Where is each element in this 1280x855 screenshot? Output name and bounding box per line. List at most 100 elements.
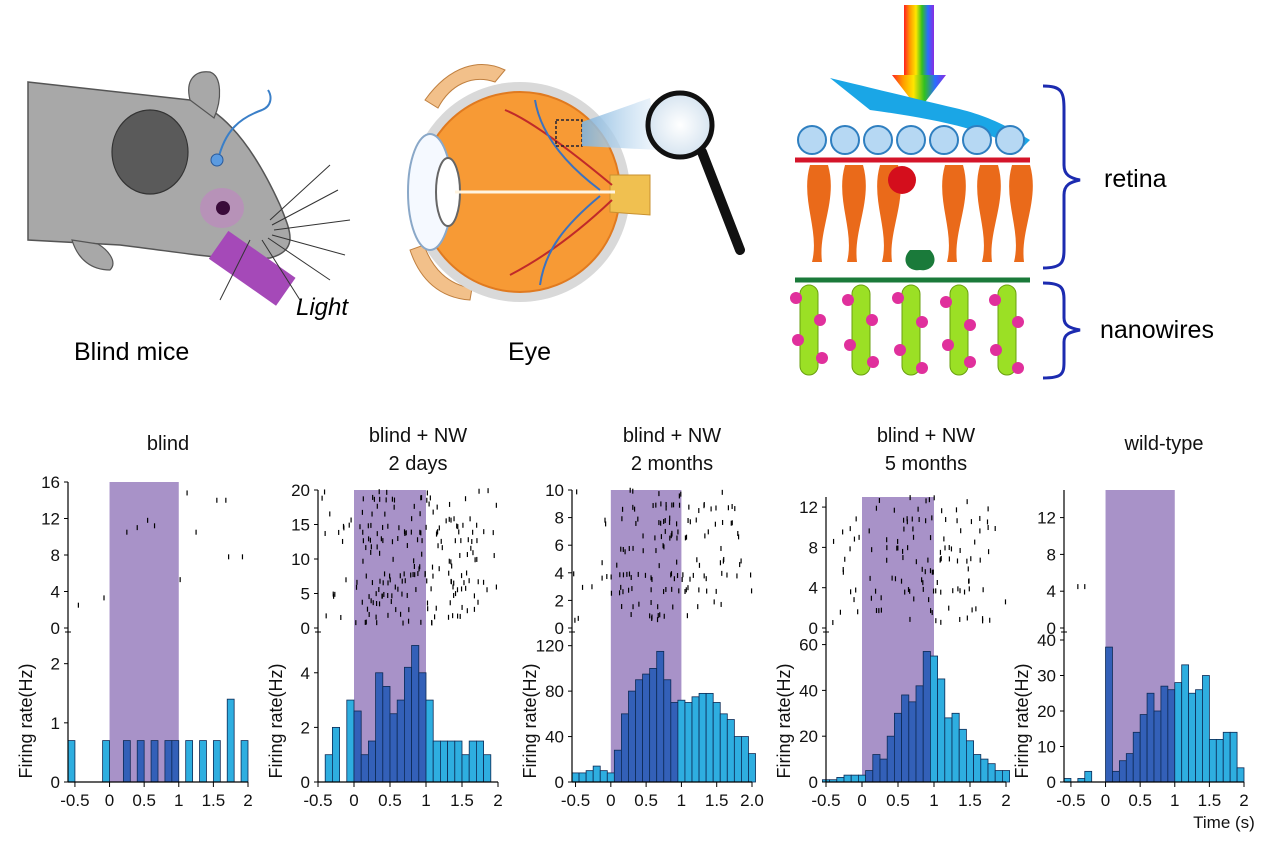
photoreceptor-cells (797, 125, 1025, 155)
raster-y-tick-label: 12 (41, 510, 60, 529)
x-tick-label: -0.5 (1056, 791, 1085, 810)
mouse-illustration (27, 71, 351, 306)
x-tick-label: 0.5 (378, 791, 402, 810)
retina-schematic (790, 5, 1081, 380)
histogram-bar (684, 702, 693, 783)
histogram-bar (642, 673, 651, 783)
histogram-bar (592, 765, 601, 783)
x-axis-label: Time (s) (1193, 813, 1255, 832)
magnify-beam (582, 98, 658, 150)
hist-y-tick-label: 0 (555, 773, 564, 792)
x-tick-label: 0.5 (1128, 791, 1152, 810)
histogram-bar (987, 763, 996, 783)
hist-y-tick-label: 80 (545, 682, 564, 701)
panel-5: wild-type-0.5 0 0.5 1 1.5 204812010203040Firi… (1012, 433, 1255, 832)
histogram-bar (879, 758, 888, 783)
histogram-bar (425, 699, 434, 783)
nanowires-bracket (1042, 281, 1081, 380)
histogram-bar (951, 712, 960, 783)
histogram-bar (1202, 675, 1210, 783)
raster-y-tick-label: 2 (555, 591, 564, 610)
histogram-bar (1125, 753, 1134, 783)
histogram-bar (966, 740, 975, 783)
histogram-bar (102, 740, 110, 783)
x-tick-label: 2 (1239, 791, 1248, 810)
histogram-bar (894, 712, 903, 783)
hist-y-tick-label: 20 (799, 727, 818, 746)
histogram-bar (915, 685, 924, 783)
x-tick-label: 2.0 (740, 791, 764, 810)
light-beam (208, 230, 296, 306)
eyelid-upper (424, 64, 506, 109)
panel-title: blind + NW (877, 425, 975, 447)
histogram-bar (212, 740, 221, 783)
histogram-bar (663, 679, 672, 783)
histogram-bar (1153, 710, 1162, 783)
histogram-bar (635, 679, 643, 783)
eye-illustration (407, 64, 745, 302)
hist-y-tick-label: 0 (1047, 773, 1056, 792)
panel-title: blind (147, 433, 189, 455)
x-tick-label: -0.5 (303, 791, 332, 810)
histogram-bar (199, 740, 207, 783)
x-tick-label: 0.5 (886, 791, 910, 810)
histogram-bar (958, 728, 967, 783)
histogram-bar (677, 699, 686, 783)
histogram-bar (396, 699, 405, 783)
hist-y-tick-label: 40 (545, 728, 564, 747)
histogram-bar (930, 655, 939, 783)
panel-title: wild-type (1124, 433, 1204, 455)
eye-label: Eye (508, 338, 552, 366)
nanowire-array (799, 284, 1017, 376)
histogram-bar (164, 740, 173, 783)
raster-y-tick-label: 4 (555, 564, 564, 583)
histogram-bar (454, 740, 463, 783)
histogram-bar (973, 754, 982, 783)
histogram-bar (1146, 692, 1155, 783)
hist-y-tick-label: 4 (301, 664, 310, 683)
histogram-bar (1105, 646, 1113, 783)
histogram-bar (1208, 739, 1217, 783)
histogram-bar (122, 740, 131, 783)
mouse-ear-inner (111, 109, 189, 195)
x-tick-label: 1.5 (705, 791, 729, 810)
histogram-bar (1215, 739, 1224, 783)
mouse-implant (210, 153, 224, 167)
magnify-region (555, 119, 583, 147)
histogram-bar (628, 690, 636, 783)
histogram-bar (571, 772, 580, 783)
histogram-bar (411, 645, 420, 783)
raster-y-tick-label: 0 (809, 619, 818, 638)
histogram-bar (908, 701, 917, 783)
hist-y-tick-label: 0 (809, 773, 818, 792)
histogram-bar (447, 740, 456, 783)
histogram-bar (185, 740, 194, 783)
histogram-bar (836, 777, 845, 783)
nanowires-label: nanowires (1100, 316, 1214, 344)
raster-y-tick-label: 8 (1047, 545, 1056, 564)
histogram-bar (461, 754, 470, 783)
mouse-whiskers (219, 164, 351, 301)
panel-3: blind + NW2 months-0.5 0 0.5 1 1.5 2.00246810… (520, 425, 764, 810)
histogram-bar (1229, 731, 1238, 783)
hist-y-tick-label: 120 (536, 637, 564, 656)
histogram-bar (886, 735, 895, 783)
histogram-bar (944, 717, 953, 783)
histogram-bar (1195, 689, 1203, 783)
x-tick-label: 0 (349, 791, 358, 810)
hist-y-tick-label: 30 (1037, 667, 1056, 686)
x-tick-label: 1 (421, 791, 430, 810)
x-tick-label: 1.5 (450, 791, 474, 810)
panel-4: blind + NW5 months-0.5 0 0.5 1 1.5 2048120204… (774, 425, 1011, 810)
ganglion-cell (905, 250, 935, 271)
histogram-bar (865, 770, 874, 783)
histogram-bar (1002, 770, 1011, 783)
histogram-bar (432, 740, 441, 783)
x-tick-label: -0.5 (60, 791, 89, 810)
histogram-bar (858, 774, 867, 783)
x-tick-label: 0 (105, 791, 114, 810)
panel-subtitle: 5 months (885, 453, 967, 475)
histogram-bar (389, 713, 398, 783)
